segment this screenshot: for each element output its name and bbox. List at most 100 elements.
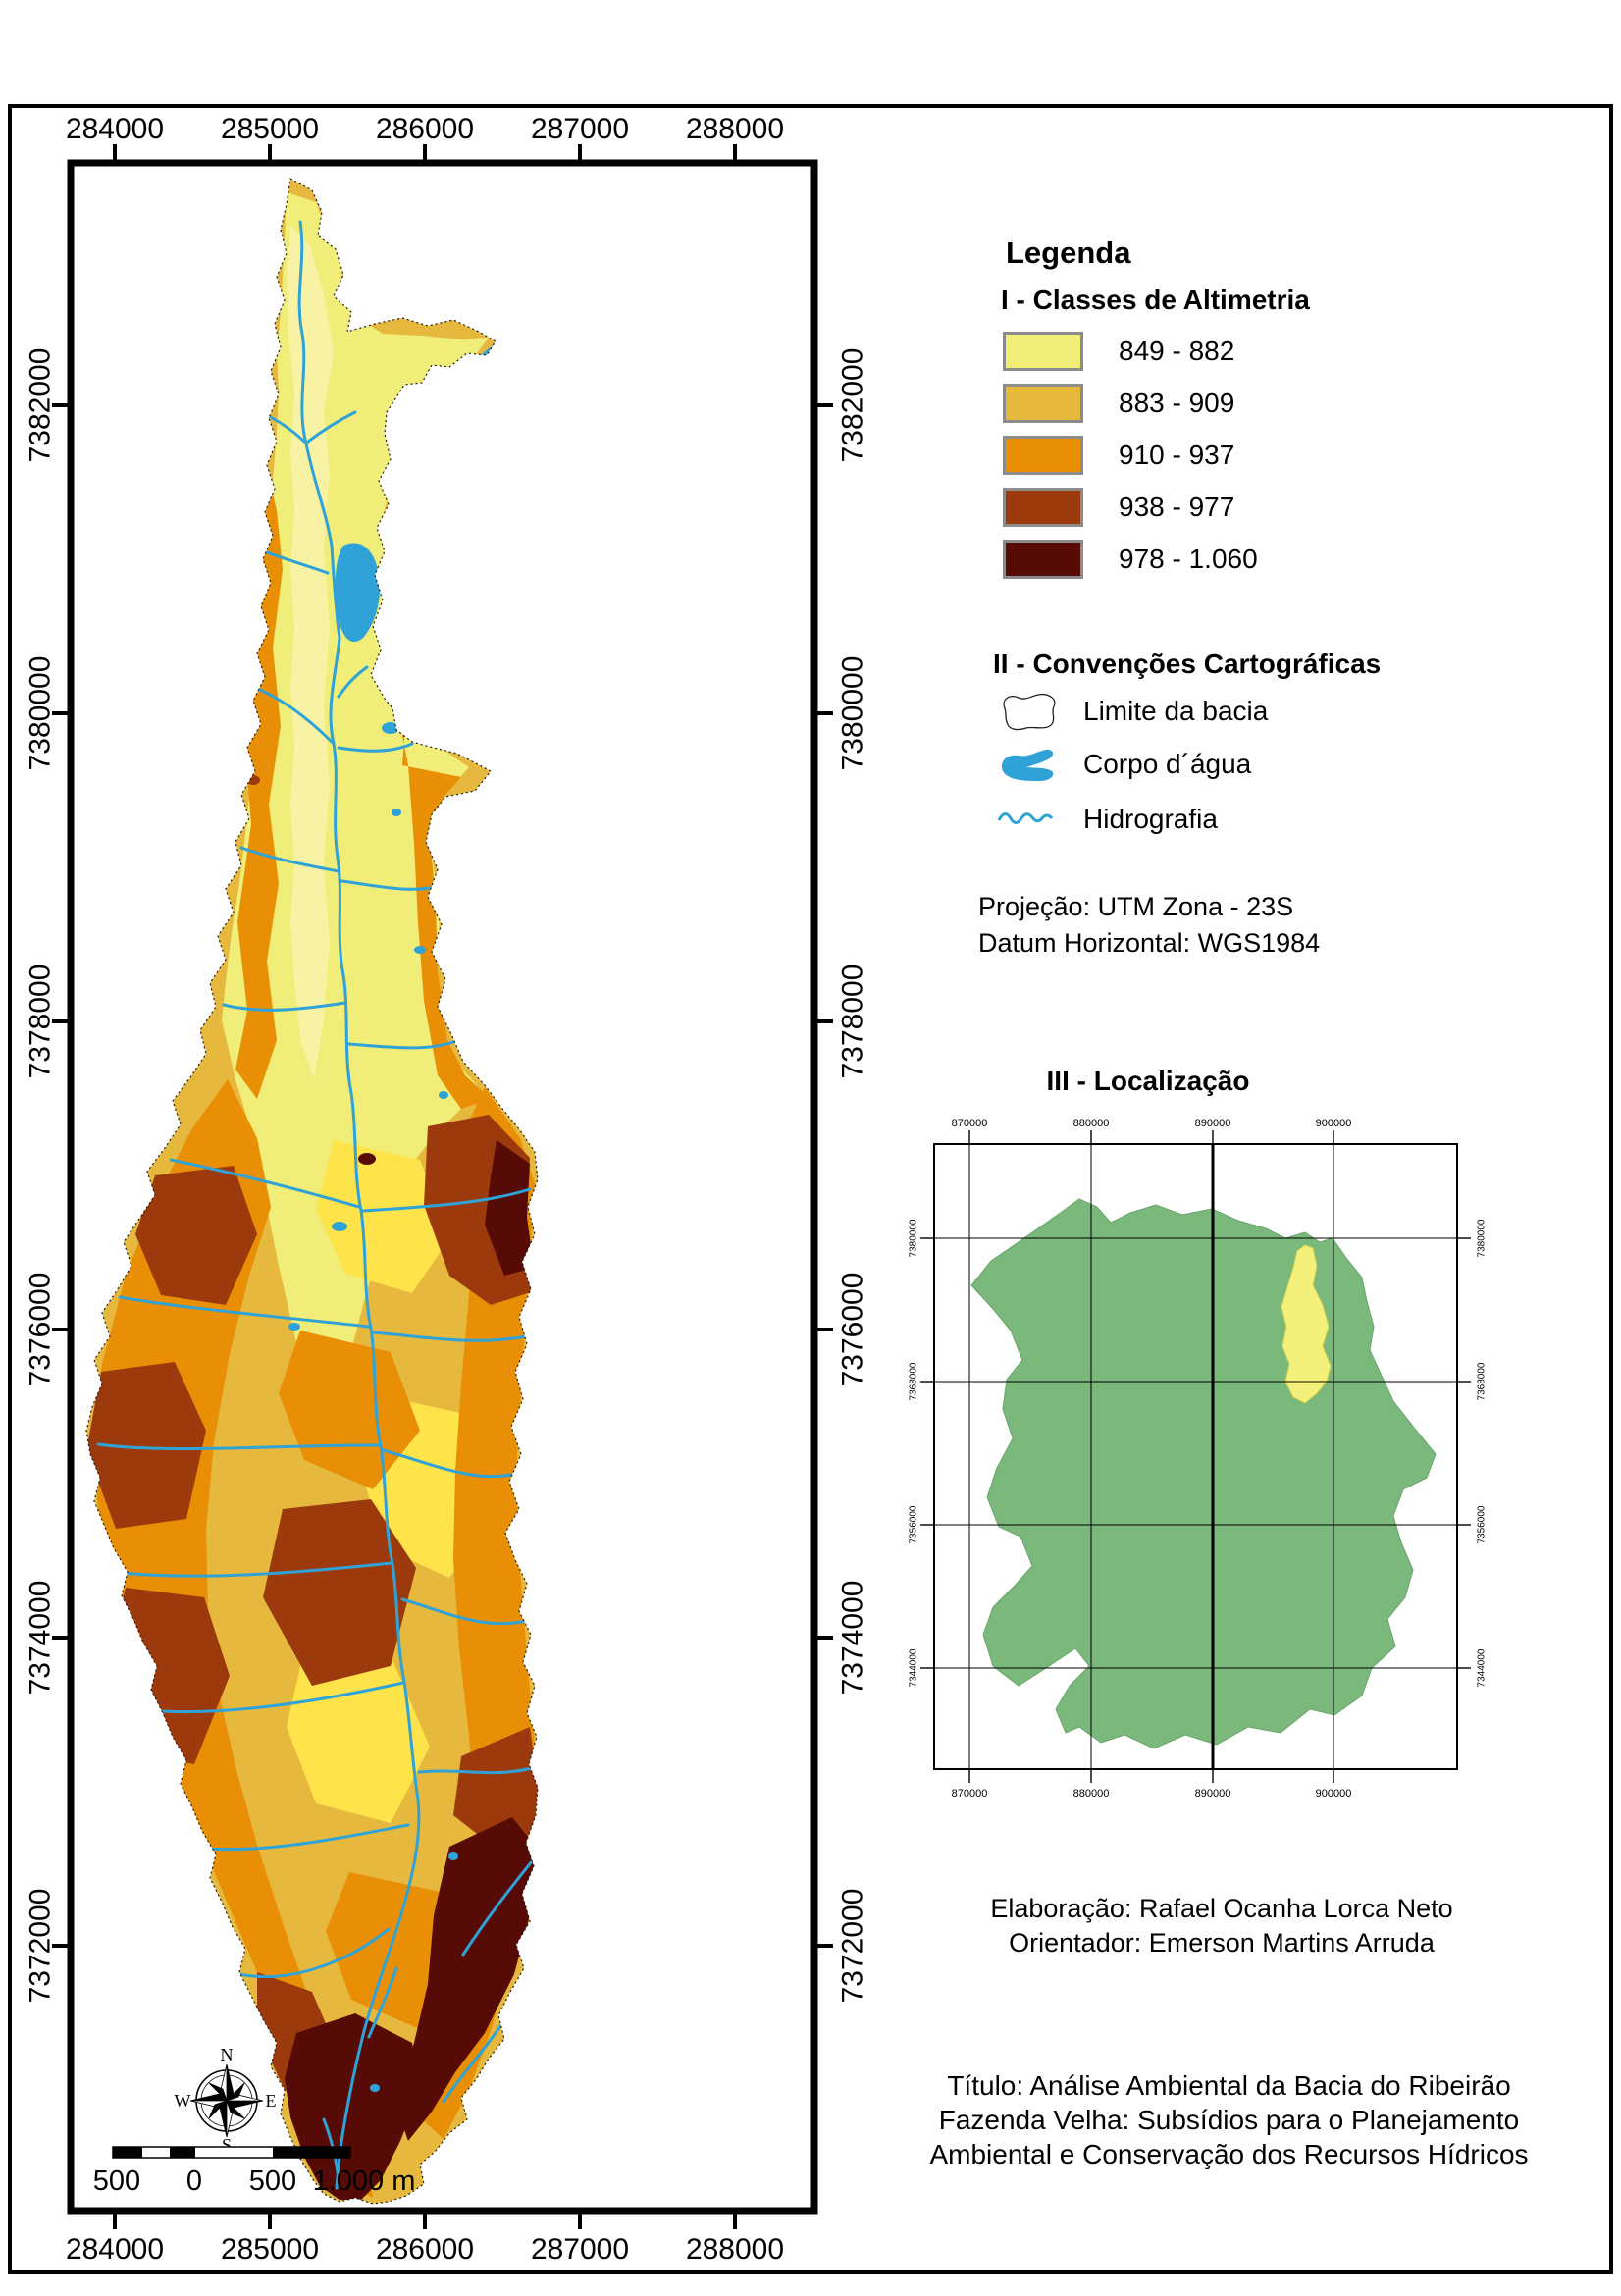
legend-item-label: Limite da bacia bbox=[1083, 696, 1269, 726]
scale-label: 500 bbox=[249, 2166, 296, 2197]
legend-item-water-body: Corpo d´água bbox=[997, 742, 1251, 787]
altimetry-swatch-3 bbox=[1003, 436, 1083, 475]
legend-item-label: 910 - 937 bbox=[1119, 440, 1235, 470]
inset-top-label: 880000 bbox=[1073, 1118, 1110, 1129]
watershed-highlight-polygon bbox=[1281, 1244, 1332, 1404]
municipality-polygon bbox=[970, 1198, 1437, 1749]
lake bbox=[335, 543, 381, 643]
inset-left-label: 7368000 bbox=[909, 1362, 919, 1400]
projection-info: Projeção: UTM Zona - 23S Datum Horizonta… bbox=[978, 889, 1320, 962]
left-axis-label: 7380000 bbox=[25, 656, 57, 771]
map-frame bbox=[67, 159, 818, 2215]
compass-n-label: N bbox=[221, 2045, 234, 2064]
inset-heading: III - Localização bbox=[1046, 1066, 1250, 1096]
inset-right-label: 7380000 bbox=[1477, 1219, 1488, 1257]
left-axis-label: 7378000 bbox=[25, 965, 57, 1079]
inset-right-label: 7344000 bbox=[1477, 1648, 1488, 1687]
watershed-altimetry-raster bbox=[86, 179, 538, 2204]
layout-neatline bbox=[8, 104, 1613, 2274]
legend-item-altimetry-3: 910 - 937 bbox=[1003, 436, 1234, 475]
legend-item-label: Corpo d´água bbox=[1083, 749, 1252, 779]
legend-item-altimetry-5: 978 - 1.060 bbox=[1003, 540, 1258, 579]
right-axis-label: 7372000 bbox=[837, 1889, 869, 2004]
bottom-axis-label: 285000 bbox=[221, 2233, 319, 2266]
inset-bottom-label: 890000 bbox=[1195, 1788, 1231, 1800]
legend-item-label: 883 - 909 bbox=[1119, 388, 1235, 418]
compass-w-label: W bbox=[175, 2091, 191, 2111]
top-axis-label: 285000 bbox=[221, 113, 319, 145]
scale-bar: 500 0 500 1.000 m bbox=[93, 2146, 416, 2197]
inset-axis-labels: 870000 880000 890000 900000 870000 88000… bbox=[909, 1118, 1488, 1800]
inset-bottom-label: 880000 bbox=[1073, 1788, 1110, 1800]
top-axis-label: 287000 bbox=[531, 113, 629, 145]
conventions-heading: II - Convenções Cartográficas bbox=[993, 649, 1382, 679]
bottom-axis-label: 287000 bbox=[531, 2233, 629, 2266]
inset-bottom-label: 900000 bbox=[1316, 1788, 1352, 1800]
stream-line-icon bbox=[997, 812, 1054, 824]
legend-item-hydrography: Hidrografia bbox=[997, 797, 1218, 842]
right-axis-label: 7376000 bbox=[837, 1273, 869, 1387]
credits-advisor: Orientador: Emerson Martins Arruda bbox=[1009, 1928, 1435, 1957]
datum-line: Datum Horizontal: WGS1984 bbox=[978, 928, 1321, 958]
map-ticks bbox=[52, 144, 833, 2229]
basin-outline-icon bbox=[1003, 693, 1056, 731]
main-map: 284000 285000 286000 287000 288000 28400… bbox=[25, 113, 869, 2266]
credits-block: Elaboração: Rafael Ocanha Lorca Neto Ori… bbox=[863, 1892, 1580, 1960]
altimetry-pale-highlight bbox=[287, 226, 334, 1079]
inset-left-label: 7356000 bbox=[909, 1505, 919, 1543]
main-stream bbox=[297, 220, 421, 2190]
top-axis-label: 286000 bbox=[376, 113, 474, 145]
inset-graticule bbox=[934, 1144, 1457, 1769]
top-axis-label: 288000 bbox=[686, 113, 784, 145]
altimetry-heading: I - Classes de Altimetria bbox=[1001, 285, 1310, 315]
legend-item-altimetry-2: 883 - 909 bbox=[1003, 384, 1234, 423]
left-axis-label: 7374000 bbox=[25, 1581, 57, 1696]
compass-s-label: S bbox=[222, 2135, 232, 2155]
map-title-block: Título: Análise Ambiental da Bacia do Ri… bbox=[859, 2068, 1599, 2171]
left-axis-label: 7372000 bbox=[25, 1889, 57, 2004]
altimetry-class-1-region bbox=[222, 192, 489, 1442]
bottom-axis-label: 284000 bbox=[66, 2233, 164, 2266]
scale-label: 0 bbox=[186, 2166, 202, 2197]
right-axis-label: 7380000 bbox=[837, 656, 869, 771]
inset-left-label: 7344000 bbox=[909, 1648, 919, 1687]
scale-label: 1.000 m bbox=[313, 2166, 416, 2197]
water-body-icon bbox=[1001, 749, 1054, 781]
credits-elaboration: Elaboração: Rafael Ocanha Lorca Neto bbox=[990, 1894, 1453, 1923]
left-axis-label: 7382000 bbox=[25, 348, 57, 463]
legend-item-label: 978 - 1.060 bbox=[1119, 544, 1258, 574]
map-axis-labels: 284000 285000 286000 287000 288000 28400… bbox=[25, 113, 869, 2266]
top-axis-label: 284000 bbox=[66, 113, 164, 145]
map-title-line: Fazenda Velha: Subsídios para o Planejam… bbox=[938, 2105, 1520, 2135]
location-inset-map: 870000 880000 890000 900000 870000 88000… bbox=[909, 1118, 1488, 1800]
inset-top-label: 900000 bbox=[1316, 1118, 1352, 1129]
inset-left-label: 7380000 bbox=[909, 1219, 919, 1257]
compass-e-label: E bbox=[266, 2091, 277, 2111]
altimetry-swatch-4 bbox=[1003, 488, 1083, 527]
scale-label: 500 bbox=[93, 2166, 140, 2197]
inset-frame bbox=[933, 1143, 1458, 1770]
inset-ticks bbox=[920, 1130, 1471, 1783]
inset-top-label: 870000 bbox=[952, 1118, 988, 1129]
basin-boundary-outline bbox=[85, 178, 539, 2205]
north-arrow-compass: N S W E bbox=[175, 2045, 277, 2155]
inset-top-label: 890000 bbox=[1195, 1118, 1231, 1129]
right-axis-label: 7382000 bbox=[837, 348, 869, 463]
legend-item-label: Hidrografia bbox=[1083, 804, 1218, 834]
right-axis-label: 7374000 bbox=[837, 1581, 869, 1696]
bottom-axis-label: 286000 bbox=[376, 2233, 474, 2266]
legend-item-label: 849 - 882 bbox=[1119, 336, 1235, 366]
bottom-axis-label: 288000 bbox=[686, 2233, 784, 2266]
legend-item-label: 938 - 977 bbox=[1119, 492, 1235, 522]
inset-bottom-label: 870000 bbox=[952, 1788, 988, 1800]
legend-title: Legenda bbox=[1006, 235, 1131, 270]
right-axis-label: 7378000 bbox=[837, 965, 869, 1079]
inset-right-label: 7368000 bbox=[1477, 1362, 1488, 1400]
altimetry-swatch-2 bbox=[1003, 384, 1083, 423]
legend-item-basin-limit: Limite da bacia bbox=[997, 689, 1268, 734]
inset-right-label: 7356000 bbox=[1477, 1505, 1488, 1543]
altimetry-swatch-5 bbox=[1003, 540, 1083, 579]
altimetry-swatch-1 bbox=[1003, 332, 1083, 371]
legend-item-altimetry-4: 938 - 977 bbox=[1003, 488, 1234, 527]
